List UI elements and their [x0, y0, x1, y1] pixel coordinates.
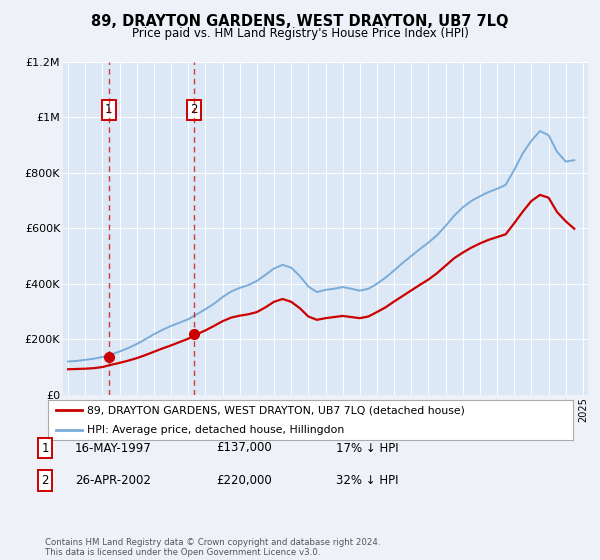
Text: 32% ↓ HPI: 32% ↓ HPI [336, 474, 398, 487]
Text: 89, DRAYTON GARDENS, WEST DRAYTON, UB7 7LQ: 89, DRAYTON GARDENS, WEST DRAYTON, UB7 7… [91, 14, 509, 29]
Text: 2: 2 [190, 104, 197, 116]
Text: £220,000: £220,000 [216, 474, 272, 487]
Text: 16-MAY-1997: 16-MAY-1997 [75, 441, 152, 455]
Text: 26-APR-2002: 26-APR-2002 [75, 474, 151, 487]
Text: 1: 1 [41, 441, 49, 455]
Text: HPI: Average price, detached house, Hillingdon: HPI: Average price, detached house, Hill… [88, 425, 344, 435]
Text: £137,000: £137,000 [216, 441, 272, 455]
Text: 17% ↓ HPI: 17% ↓ HPI [336, 441, 398, 455]
Text: Contains HM Land Registry data © Crown copyright and database right 2024.
This d: Contains HM Land Registry data © Crown c… [45, 538, 380, 557]
Text: Price paid vs. HM Land Registry's House Price Index (HPI): Price paid vs. HM Land Registry's House … [131, 27, 469, 40]
Text: 1: 1 [105, 104, 113, 116]
Text: 2: 2 [41, 474, 49, 487]
Text: 89, DRAYTON GARDENS, WEST DRAYTON, UB7 7LQ (detached house): 89, DRAYTON GARDENS, WEST DRAYTON, UB7 7… [88, 405, 465, 415]
